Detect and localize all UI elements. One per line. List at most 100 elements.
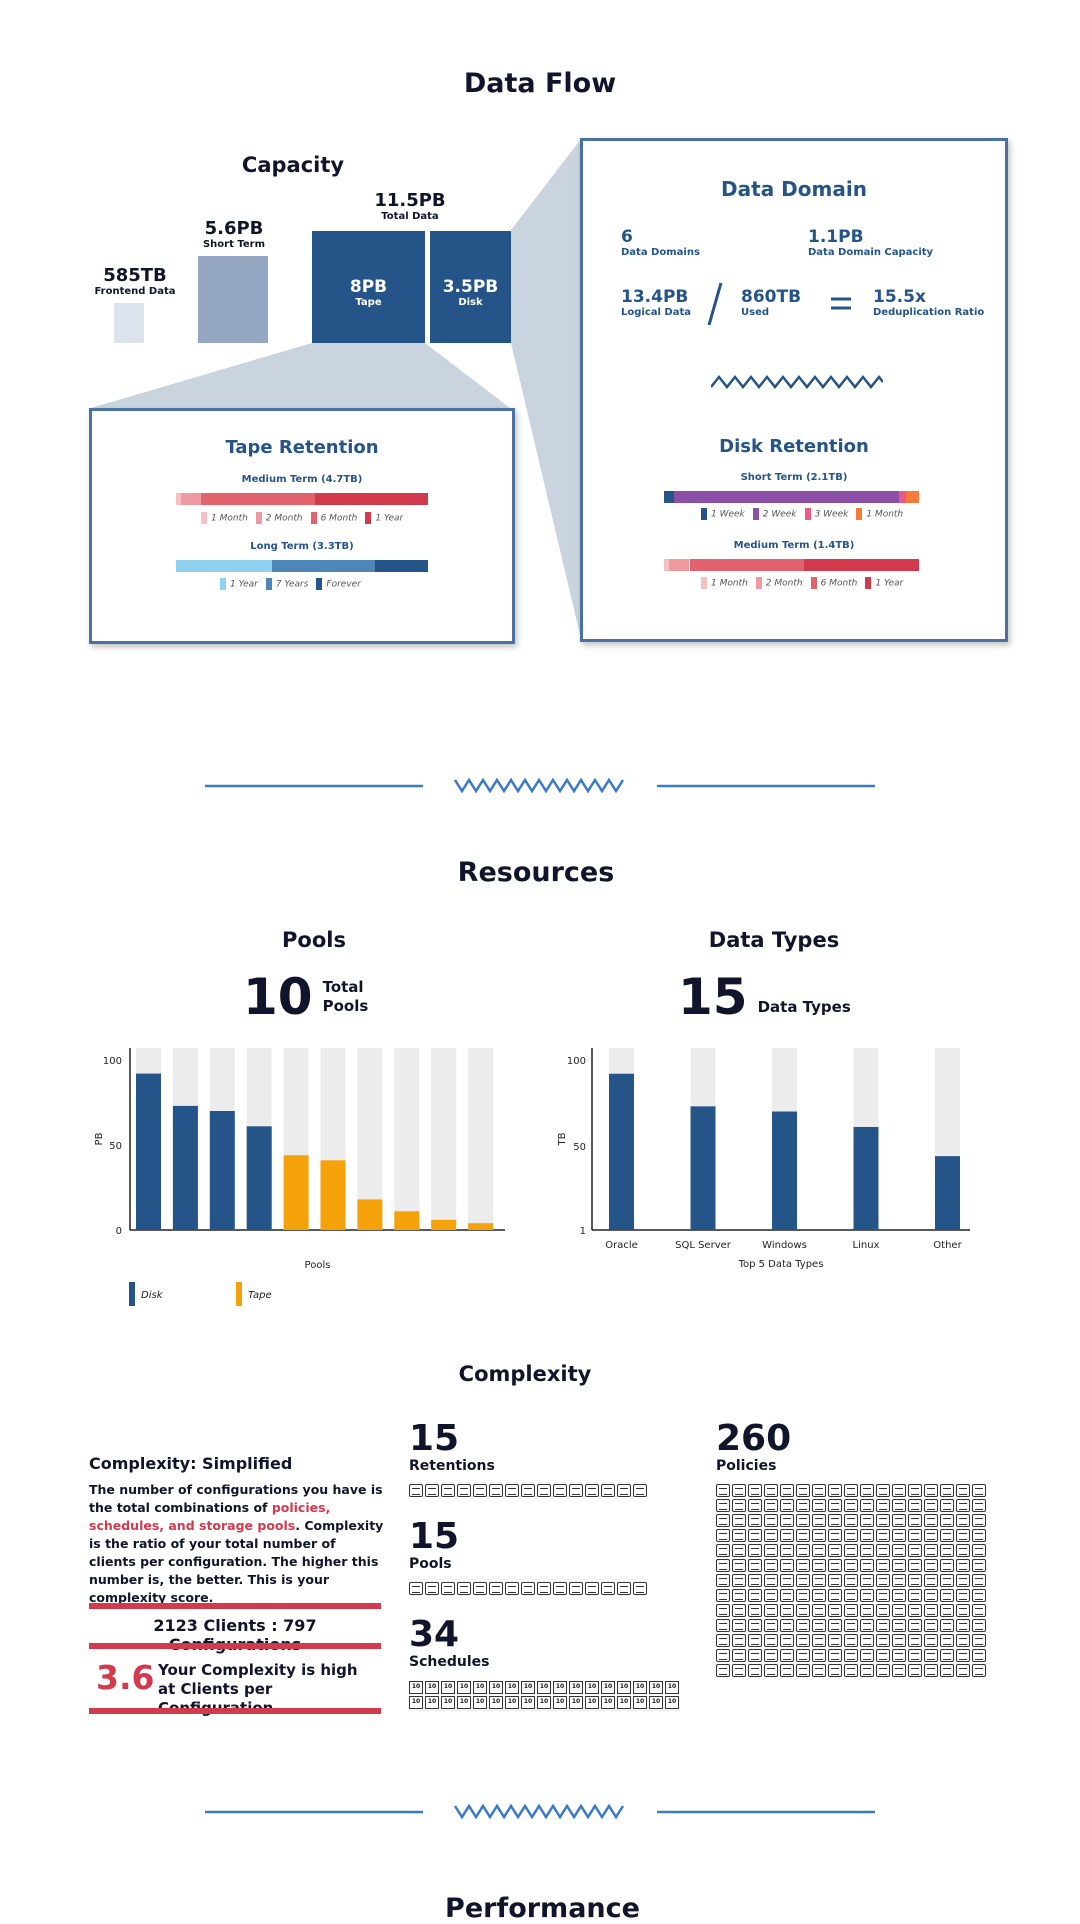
- document-icon: [924, 1574, 938, 1587]
- document-icon: [828, 1484, 842, 1497]
- y-tick-label: 1: [580, 1226, 586, 1237]
- bar-background: [468, 1048, 494, 1230]
- data-types-chart: 1 50 100 TB Oracle SQL Server Windows Linux Othe…: [557, 1048, 970, 1270]
- document-icon: [876, 1559, 890, 1572]
- document-icon: [569, 1484, 583, 1497]
- document-icon: [844, 1514, 858, 1527]
- document-icon: [521, 1484, 535, 1497]
- document-icon: [780, 1589, 794, 1602]
- document-icon: [828, 1649, 842, 1662]
- document-icon: [844, 1619, 858, 1632]
- equals-icon: [831, 297, 851, 310]
- document-icon: [716, 1499, 730, 1512]
- x-tick-label: SQL Server: [675, 1240, 732, 1251]
- retention-segment: [669, 559, 690, 571]
- calendar-icon: 10: [521, 1681, 535, 1694]
- x-tick-label: Windows: [762, 1240, 807, 1251]
- document-icon: [732, 1634, 746, 1647]
- complexity-desc-part-1: The number of configurations you have is…: [89, 1482, 383, 1515]
- legend-label: 1 Year: [875, 578, 904, 589]
- frontend-label: Frontend Data: [94, 286, 176, 297]
- legend-item: 1 Year: [220, 578, 258, 590]
- document-icon: [844, 1589, 858, 1602]
- document-icon: [876, 1619, 890, 1632]
- document-icon: [972, 1589, 986, 1602]
- calendar-icon: 10: [649, 1681, 663, 1694]
- document-icon: [844, 1484, 858, 1497]
- document-icon: [748, 1544, 762, 1557]
- retentions-icon-grid: [409, 1484, 647, 1497]
- pools-count: 10 Total Pools: [243, 968, 368, 1026]
- document-icon: [908, 1604, 922, 1617]
- document-icon: [601, 1484, 615, 1497]
- tape-medium-legend: 1 Month 2 Month 6 Month 1 Year: [201, 512, 403, 524]
- document-icon: [892, 1499, 906, 1512]
- document-icon: [716, 1559, 730, 1572]
- document-icon: [764, 1649, 778, 1662]
- legend-swatch: [701, 577, 707, 589]
- logical-label: Logical Data: [621, 307, 691, 318]
- document-icon: [732, 1604, 746, 1617]
- document-icon: [972, 1634, 986, 1647]
- document-icon: [972, 1544, 986, 1557]
- document-icon: [764, 1664, 778, 1677]
- retention-segment: [804, 559, 919, 571]
- legend-swatch: [316, 578, 323, 590]
- policies-label: Policies: [716, 1458, 777, 1474]
- document-icon: [940, 1559, 954, 1572]
- document-icon: [796, 1649, 810, 1662]
- document-icon: [860, 1604, 874, 1617]
- document-icon: [924, 1529, 938, 1542]
- legend-swatch: [865, 577, 872, 589]
- document-icon: [908, 1634, 922, 1647]
- schedules-value: 34: [409, 1614, 460, 1655]
- document-icon: [716, 1604, 730, 1617]
- document-icon: [940, 1604, 954, 1617]
- document-icon: [956, 1589, 970, 1602]
- ratio-value: 15.5x: [873, 287, 926, 307]
- document-icon: [924, 1559, 938, 1572]
- ratio-divider-bottom: [89, 1708, 381, 1714]
- bar-disk: [209, 1111, 235, 1230]
- document-icon: [716, 1484, 730, 1497]
- document-icon: [780, 1529, 794, 1542]
- document-icon: [796, 1634, 810, 1647]
- document-icon: [812, 1544, 826, 1557]
- document-icon: [924, 1604, 938, 1617]
- calendar-icon: 10: [457, 1696, 471, 1709]
- dd-capacity-value: 1.1PB: [808, 227, 864, 247]
- legend-item: 1 Month: [856, 508, 903, 520]
- document-icon: [860, 1529, 874, 1542]
- y-tick-label: 0: [116, 1226, 122, 1237]
- calendar-icon: 10: [665, 1696, 679, 1709]
- document-icon: [732, 1499, 746, 1512]
- legend-item: 1 Year: [365, 512, 403, 524]
- legend-swatch: [201, 512, 207, 524]
- legend-label: 1 Year: [230, 579, 258, 590]
- tape-retention-title: Tape Retention: [225, 437, 379, 458]
- document-icon: [828, 1604, 842, 1617]
- document-icon: [796, 1559, 810, 1572]
- disk-short-label: Short Term (2.1TB): [740, 472, 848, 483]
- legend-swatch: [265, 578, 272, 590]
- document-icon: [780, 1559, 794, 1572]
- x-axis-label: Top 5 Data Types: [738, 1259, 824, 1270]
- document-icon: [748, 1634, 762, 1647]
- document-icon: [716, 1544, 730, 1557]
- document-icon: [908, 1484, 922, 1497]
- document-icon: [812, 1604, 826, 1617]
- x-tick-label: Other: [933, 1240, 962, 1251]
- legend-item: 1 Week: [701, 508, 745, 520]
- tape-long-label: Long Term (3.3TB): [250, 541, 354, 552]
- document-icon: [732, 1529, 746, 1542]
- document-icon: [940, 1619, 954, 1632]
- document-icon: [764, 1634, 778, 1647]
- tape-medium-label: Medium Term (4.7TB): [241, 474, 363, 485]
- data-domain-panel: Data Domain 6 Data Domains 1.1PB Data Do…: [580, 138, 1008, 642]
- document-icon: [716, 1514, 730, 1527]
- document-icon: [521, 1582, 535, 1595]
- document-icon: [876, 1634, 890, 1647]
- disk-retention-title: Disk Retention: [719, 436, 869, 457]
- calendar-icon: 10: [585, 1696, 599, 1709]
- document-icon: [764, 1604, 778, 1617]
